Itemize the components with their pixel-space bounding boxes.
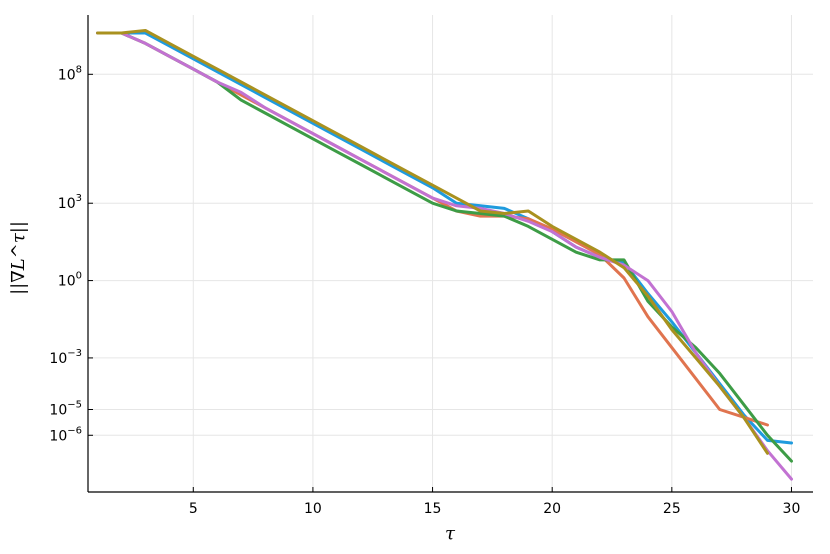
x-tick-label: 20 xyxy=(543,501,561,517)
x-tick-labels: 5 10 15 20 25 30 xyxy=(189,487,801,517)
y-tick-base: 10 xyxy=(49,402,67,418)
y-tick-base: 10 xyxy=(49,351,67,367)
axes xyxy=(87,15,813,493)
y-tick-label: 10−5 xyxy=(49,399,82,418)
x-tick-label: 25 xyxy=(663,501,681,517)
y-tick-exponent: −6 xyxy=(67,425,82,436)
x-axis-label: τ xyxy=(445,523,456,544)
grid xyxy=(88,15,813,492)
series-line-4 xyxy=(96,31,793,481)
x-tick-label: 15 xyxy=(424,501,442,517)
y-tick-label: 103 xyxy=(58,193,82,212)
y-tick-exponent: 8 xyxy=(76,64,82,75)
series-layer xyxy=(96,29,793,481)
y-tick-label: 10−6 xyxy=(49,425,82,444)
y-tick-base: 10 xyxy=(58,274,76,290)
y-tick-label: 108 xyxy=(58,64,82,83)
y-tick-exponent: 0 xyxy=(76,271,82,282)
x-tick-label: 30 xyxy=(783,501,801,517)
y-tick-label: 10−3 xyxy=(49,348,82,367)
y-tick-base: 10 xyxy=(49,428,67,444)
y-axis-label: ||∇L^τ|| xyxy=(8,221,29,295)
y-tick-exponent: 3 xyxy=(76,193,82,204)
y-tick-base: 10 xyxy=(58,67,76,83)
series-line-3 xyxy=(96,31,793,463)
x-tick-label: 10 xyxy=(304,501,322,517)
y-tick-label: 100 xyxy=(58,271,82,290)
y-tick-base: 10 xyxy=(58,196,76,212)
series-line-5 xyxy=(96,29,769,455)
y-tick-exponent: −3 xyxy=(67,348,82,359)
x-tick-label: 5 xyxy=(189,501,198,517)
y-tick-exponent: −5 xyxy=(67,399,82,410)
series-line-1 xyxy=(96,31,793,445)
